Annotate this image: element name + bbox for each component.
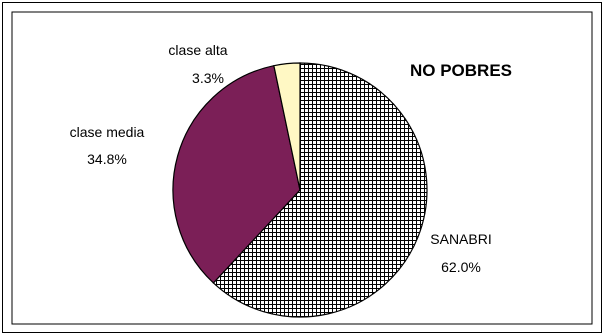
pie-slice-sanabri [212,62,428,318]
slice-label-sanabri: SANABRI [430,231,491,247]
chart-title: NO POBRES [410,61,512,80]
slice-value-clase-alta: 3.3% [192,70,224,86]
slice-value-clase-media: 34.8% [87,151,127,167]
plot-border [11,11,593,325]
pie-slice-clase-alta [273,62,301,191]
slice-label-clase-alta: clase alta [168,42,227,58]
slice-value-sanabri: 62.0% [441,259,481,275]
pie-slice-clase-media [172,64,301,284]
slice-label-clase-media: clase media [70,124,145,140]
pie-slices [172,62,428,318]
